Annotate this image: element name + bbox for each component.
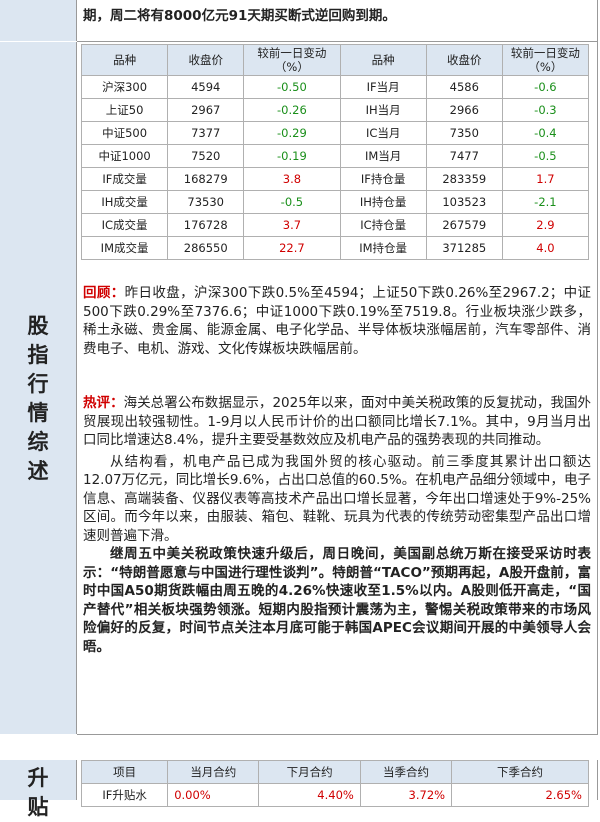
market-table: 品种 收盘价 较前一日变动（%） 品种 收盘价 较前一日变动（%） 沪深300 4594 -0.… [80,44,590,260]
cell: 7377 [167,121,245,145]
cell: IH成交量 [80,190,169,214]
cell: 中证500 [80,121,169,145]
header-cell: 收盘价 [167,44,245,76]
cell: 4.0 [501,236,590,260]
cell: IC当月 [339,121,427,145]
cell: 4586 [425,75,503,99]
cell: 2.9 [501,213,590,237]
cell: 371285 [425,236,503,260]
cell: IH当月 [339,98,427,122]
cell: 283359 [425,167,503,191]
cell: -0.6 [501,75,590,99]
cell: -0.19 [243,144,341,168]
row: IM成交量 286550 22.7 IM持仓量 371285 4.0 [80,236,590,260]
header-cell: 较前一日变动（%） [501,44,590,76]
cell: 上证50 [80,98,169,122]
comment-label: 热评： [83,395,124,411]
cell: IF升贴水 [80,783,169,807]
top-text: 期，周二将有8000亿元91天期买断式逆回购到期。 [83,8,396,24]
header-cell: 下月合约 [258,760,361,784]
header-row: 品种 收盘价 较前一日变动（%） 品种 收盘价 较前一日变动（%） [80,44,590,76]
cell: 2967 [167,98,245,122]
cell: 中证1000 [80,144,169,168]
cell: 7350 [425,121,503,145]
cell: 3.8 [243,167,341,191]
cell: IH持仓量 [339,190,427,214]
cell: -0.26 [243,98,341,122]
header-cell: 品种 [339,44,427,76]
review-text: 昨日收盘，沪深300下跌0.5%至4594；上证50下跌0.26%至2967.2… [83,285,592,357]
cell: 286550 [167,236,245,260]
content-cell: 品种 收盘价 较前一日变动（%） 品种 收盘价 较前一日变动（%） 沪深300 4594 -0.… [77,42,598,735]
header-cell: 收盘价 [425,44,503,76]
basis-table: 项目 当月合约 下月合约 当季合约 下季合约 IF升贴水 0.00% 4.40% 3.72% 2.… [80,760,589,807]
bold-paragraph: 继周五中美关税政策快速升级后，周日晚间，美国副总统万斯在接受采访时表示：“特朗普… [83,546,591,655]
cell: -0.50 [243,75,341,99]
cell: 4594 [167,75,245,99]
cell: -2.1 [501,190,590,214]
header-cell: 较前一日变动（%） [243,44,341,76]
comment: 热评：海关总署公布数据显示，2025年以来，面对中美关税政策的反复扰动，我国外贸… [77,394,597,450]
cell: IF当月 [339,75,427,99]
paragraph: 从结构看，机电产品已成为我国外贸的核心驱动。前三季度其累计出口额达12.07万亿… [83,453,591,544]
header-cell: 品种 [80,44,169,76]
header-cell: 下季合约 [451,760,589,784]
cell: IC持仓量 [339,213,427,237]
cell: -0.29 [243,121,341,145]
cell: -0.5 [243,190,341,214]
cell: 176728 [167,213,245,237]
cell: -0.5 [501,144,590,168]
cell: IM持仓量 [339,236,427,260]
cell: -0.3 [501,98,590,122]
left-cell [0,0,77,41]
row: IH成交量 73530 -0.5 IH持仓量 103523 -2.1 [80,190,590,214]
top-cell: 期，周二将有8000亿元91天期买断式逆回购到期。 [77,0,598,42]
row: 中证1000 7520 -0.19 IM当月 7477 -0.5 [80,144,590,168]
row: IF成交量 168279 3.8 IF持仓量 283359 1.7 [80,167,590,191]
cell: 3.7 [243,213,341,237]
cell: 2966 [425,98,503,122]
cell: IM当月 [339,144,427,168]
cell: 7520 [167,144,245,168]
cell: 0.00% [167,783,260,807]
review-label: 回顾： [83,285,125,301]
header-cell: 当月合约 [167,760,260,784]
row: IC成交量 176728 3.7 IC持仓量 267579 2.9 [80,213,590,237]
cell: IM成交量 [80,236,169,260]
cell: 168279 [167,167,245,191]
cell: 4.40% [258,783,361,807]
row: IF升贴水 0.00% 4.40% 3.72% 2.65% [80,783,589,807]
left-cell: 升贴 [0,760,77,819]
cell: 22.7 [243,236,341,260]
cell: 沪深300 [80,75,169,99]
section-label: 升贴 [27,766,49,819]
section-label: 股指行情综述 [27,314,49,483]
basis-cell: 项目 当月合约 下月合约 当季合约 下季合约 IF升贴水 0.00% 4.40% 3.72% 2.… [77,760,598,807]
left-cell: 股指行情综述 [0,42,77,734]
cell: 7477 [425,144,503,168]
comment-text: 海关总署公布数据显示，2025年以来，面对中美关税政策的反复扰动，我国外贸展现出… [83,395,592,448]
cell: 103523 [425,190,503,214]
row: 上证50 2967 -0.26 IH当月 2966 -0.3 [80,98,590,122]
cell: 2.65% [451,783,589,807]
cell: IF持仓量 [339,167,427,191]
cell: -0.4 [501,121,590,145]
header-row: 项目 当月合约 下月合约 当季合约 下季合约 [80,760,589,784]
row: 沪深300 4594 -0.50 IF当月 4586 -0.6 [80,75,590,99]
review: 回顾：昨日收盘，沪深300下跌0.5%至4594；上证50下跌0.26%至296… [77,284,597,358]
cell: 267579 [425,213,503,237]
cell: 73530 [167,190,245,214]
header-cell: 项目 [80,760,169,784]
cell: 3.72% [359,783,453,807]
header-cell: 当季合约 [359,760,453,784]
cell: IF成交量 [80,167,169,191]
cell: 1.7 [501,167,590,191]
cell: IC成交量 [80,213,169,237]
row: 中证500 7377 -0.29 IC当月 7350 -0.4 [80,121,590,145]
